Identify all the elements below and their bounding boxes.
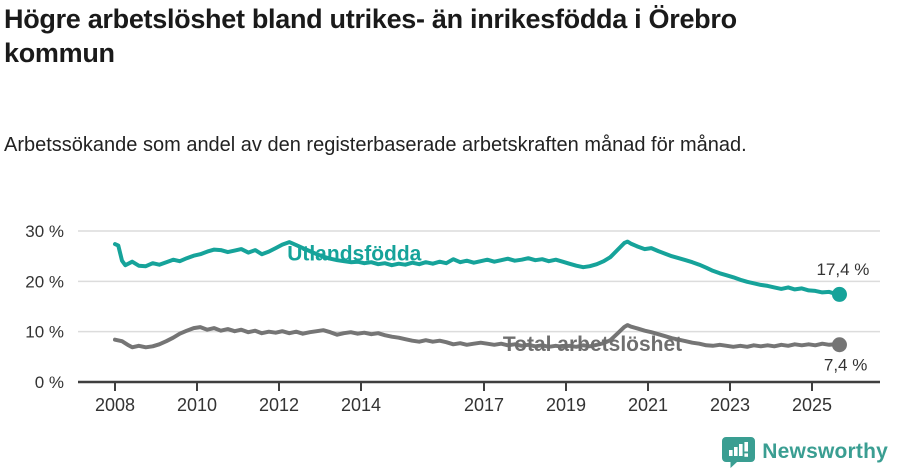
x-axis-tick-label: 2017 — [464, 395, 504, 415]
newsworthy-wordmark: Newsworthy — [762, 440, 888, 463]
x-axis-tick-label: 2023 — [710, 395, 750, 415]
series-line-total — [113, 323, 842, 350]
series-label-utlandsfodda: Utlandsfödda — [287, 243, 421, 266]
end-value-utlandsfodda: 17,4 % — [816, 260, 869, 279]
x-axis-tick-label: 2012 — [259, 395, 299, 415]
series-end-dot-utlandsfodda — [831, 286, 847, 302]
x-axis-tick-label: 2025 — [792, 395, 832, 415]
series-line-utlandsfodda — [113, 239, 842, 297]
x-axis-tick-label: 2010 — [177, 395, 217, 415]
chart-subtitle: Arbetssökande som andel av den registerb… — [4, 134, 747, 156]
chart-title: Högre arbetslöshet bland utrikes- än inr… — [4, 4, 737, 68]
end-value-total: 7,4 % — [824, 355, 867, 374]
y-axis-tick-label: 0 % — [35, 373, 64, 392]
x-axis-tick-label: 2021 — [628, 395, 668, 415]
series-label-total: Total arbetslöshet — [503, 333, 682, 356]
y-axis-tick-label: 10 % — [25, 323, 64, 342]
newsworthy-bars-icon — [722, 437, 756, 468]
x-axis-tick-label: 2019 — [546, 395, 586, 415]
series-end-dot-total — [831, 337, 847, 353]
x-axis-tick-label: 2014 — [341, 395, 381, 415]
x-axis-tick-label: 2008 — [95, 395, 135, 415]
newsworthy-logo[interactable]: Newsworthy — [722, 436, 888, 468]
y-axis-tick-label: 20 % — [25, 272, 64, 291]
y-axis-tick-label: 30 % — [25, 222, 64, 241]
